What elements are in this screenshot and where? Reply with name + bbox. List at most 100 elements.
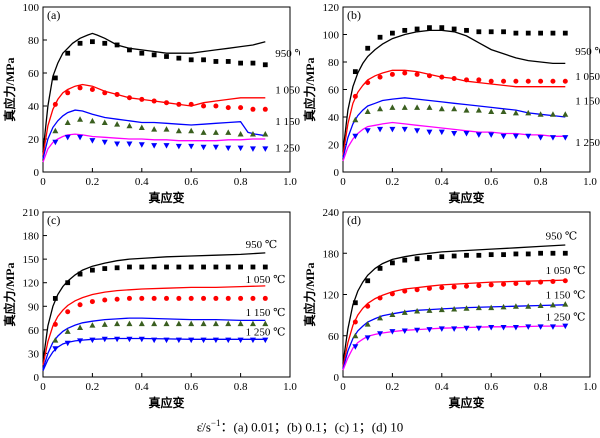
x-tick-label-b: 1.0 xyxy=(583,176,597,188)
x-tick-label-b: 0.4 xyxy=(435,176,449,188)
data-point-c-s1 xyxy=(164,295,169,301)
caption-part-a: ：(a) 0.01； xyxy=(220,419,287,435)
data-point-a-s0 xyxy=(176,55,182,61)
plot-frame-c xyxy=(42,211,291,378)
data-point-b-s3 xyxy=(401,126,408,133)
data-point-d-s2 xyxy=(512,303,519,309)
data-point-c-s3 xyxy=(262,337,269,344)
data-point-b-s2 xyxy=(562,111,569,117)
data-point-a-s2 xyxy=(237,131,244,137)
y-tick-label-c: 60 xyxy=(28,325,40,337)
data-point-c-s0 xyxy=(188,264,194,270)
data-point-d-s0 xyxy=(562,250,568,256)
data-point-a-s3 xyxy=(237,145,244,152)
data-point-b-s0 xyxy=(488,29,494,35)
y-tick-label-d: 180 xyxy=(323,248,340,260)
data-point-b-s1 xyxy=(402,70,408,76)
data-point-a-s1 xyxy=(188,101,194,107)
series-line-c-s1 xyxy=(42,285,266,366)
data-point-c-s3 xyxy=(89,337,96,344)
data-point-b-s0 xyxy=(427,25,432,31)
strain-rate-unit-exponent: −1 xyxy=(210,418,221,428)
data-point-a-s1 xyxy=(89,87,95,92)
data-point-d-s2 xyxy=(377,314,384,321)
data-point-a-s2 xyxy=(126,122,133,129)
data-point-d-s1 xyxy=(525,280,531,286)
data-point-b-s3 xyxy=(438,129,445,136)
data-point-c-s0 xyxy=(225,264,231,270)
data-point-c-s2 xyxy=(126,320,133,327)
data-point-b-s3 xyxy=(364,128,371,134)
data-point-c-s2 xyxy=(89,322,96,328)
data-point-c-s3 xyxy=(151,337,158,344)
data-point-b-s0 xyxy=(402,27,408,33)
data-point-d-s2 xyxy=(562,301,569,307)
data-point-d-s2 xyxy=(525,303,532,309)
data-point-c-s2 xyxy=(237,320,244,327)
x-axis-label-c: 真应变 xyxy=(148,395,184,410)
series-label-a-s2: 1 150 ℃ xyxy=(275,116,300,128)
data-point-b-s0 xyxy=(451,26,457,32)
series-label-c-s2: 1 150 ℃ xyxy=(246,307,286,319)
data-point-d-s3 xyxy=(537,324,544,330)
data-point-a-s1 xyxy=(201,103,207,109)
data-point-c-s0 xyxy=(102,266,108,271)
data-point-c-s3 xyxy=(77,338,84,344)
y-tick-label-c: 0 xyxy=(34,372,40,384)
chart-b: 0 0.2 0.4 0.6 0.8 1.0 0 20 40 60 80 100 120 真应变 真应力/MP… xyxy=(302,2,600,205)
data-point-d-s2 xyxy=(475,304,482,311)
data-point-d-s2 xyxy=(352,332,359,339)
data-point-c-s2 xyxy=(77,324,84,330)
data-point-b-s1 xyxy=(439,74,445,80)
data-point-c-s3 xyxy=(101,336,108,343)
data-point-a-s1 xyxy=(102,90,108,96)
data-point-d-s0 xyxy=(464,252,469,258)
data-point-a-s3 xyxy=(101,139,108,146)
data-point-c-s1 xyxy=(151,295,157,301)
data-point-c-s2 xyxy=(52,337,59,343)
data-point-c-s0 xyxy=(90,267,95,273)
data-point-a-s2 xyxy=(163,126,170,132)
data-point-d-s3 xyxy=(414,327,421,334)
data-point-d-s1 xyxy=(538,279,544,285)
data-point-b-s2 xyxy=(512,109,519,116)
data-point-a-s0 xyxy=(52,75,58,81)
data-point-c-s0 xyxy=(127,264,132,270)
data-point-b-s1 xyxy=(377,74,383,80)
data-point-d-s1 xyxy=(402,288,408,294)
panel-a: 0 0.2 0.4 0.6 0.8 1.0 0 20 40 60 80 100 真应变 真应力/MPa (a… xyxy=(0,0,315,205)
data-point-a-s3 xyxy=(64,134,71,141)
panel-b: 0 0.2 0.4 0.6 0.8 1.0 0 20 40 60 80 100 120 真应变 真应力/MP… xyxy=(300,0,600,205)
data-point-b-s0 xyxy=(513,30,519,36)
chart-d: 0 0.2 0.4 0.6 0.8 1.0 0 60 120 180 240 真应变 真应力/MPa (d… xyxy=(302,207,597,410)
data-point-c-s0 xyxy=(114,265,120,271)
series-label-b-s2: 1 150 ℃ xyxy=(575,96,600,108)
y-tick-label-a: 80 xyxy=(28,35,40,47)
data-point-a-s0 xyxy=(201,57,206,63)
data-point-a-s0 xyxy=(90,39,95,45)
series-line-c-s3 xyxy=(42,337,266,371)
data-point-c-s2 xyxy=(138,320,145,327)
series-line-b-s3 xyxy=(342,121,566,162)
data-point-d-s2 xyxy=(389,311,396,317)
data-point-c-s2 xyxy=(114,320,121,327)
x-tick-label-a: 0.8 xyxy=(234,176,248,188)
data-point-d-s0 xyxy=(550,250,556,256)
data-point-a-s0 xyxy=(164,54,169,59)
series-line-c-s2 xyxy=(42,317,266,370)
series-label-a-s1: 1 050 ℃ xyxy=(275,85,300,97)
data-point-b-s2 xyxy=(549,111,556,117)
data-point-c-s2 xyxy=(151,320,158,327)
data-point-c-s0 xyxy=(250,264,256,270)
data-point-b-s0 xyxy=(352,69,358,75)
data-point-c-s1 xyxy=(52,321,58,327)
y-tick-label-b: 120 xyxy=(323,2,340,14)
data-point-b-s0 xyxy=(476,29,482,35)
data-point-d-s3 xyxy=(426,327,433,333)
data-point-b-s3 xyxy=(463,131,470,137)
data-point-a-s0 xyxy=(102,40,108,46)
data-point-b-s0 xyxy=(550,30,556,36)
series-label-d-s1: 1 050 ℃ xyxy=(546,265,586,277)
y-tick-label-b: 80 xyxy=(328,57,340,69)
data-point-b-s3 xyxy=(562,135,569,141)
